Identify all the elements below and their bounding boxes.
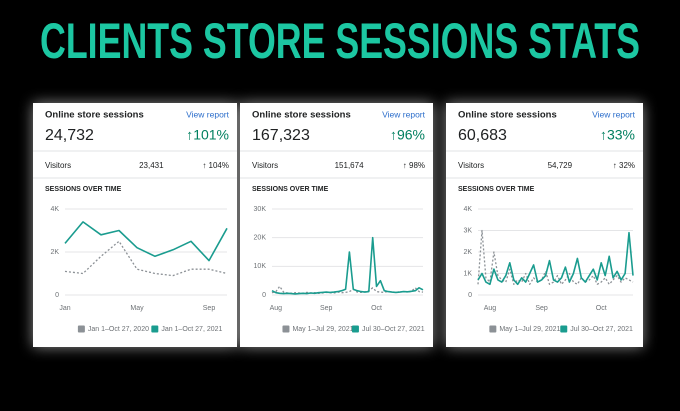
total-sessions: 167,323 xyxy=(252,127,310,144)
view-report-link[interactable]: View report xyxy=(592,109,635,119)
card xyxy=(240,103,433,347)
card xyxy=(446,103,643,347)
view-report-link[interactable]: View report xyxy=(186,109,229,119)
change: ↑33% xyxy=(600,127,635,143)
legend-label: Jul 30–Oct 27, 2021 xyxy=(570,326,633,333)
y-tick-label: 3K xyxy=(463,227,472,234)
legend-label: May 1–Jul 29, 2021 xyxy=(292,326,353,333)
series-line xyxy=(64,221,228,262)
y-tick-label: 0 xyxy=(468,292,472,299)
page-title: CLIENTS STORE SESSIONS STATS xyxy=(40,13,640,69)
legend-label: Jul 30–Oct 27, 2021 xyxy=(362,326,425,333)
legend-swatch xyxy=(77,325,85,333)
x-tick-label: Aug xyxy=(484,305,497,312)
visitors-value: 23,431 xyxy=(139,161,164,170)
x-tick-label: Sep xyxy=(535,305,548,312)
series-line xyxy=(64,240,228,277)
series-line xyxy=(271,236,424,295)
visitors-change: ↑ 98% xyxy=(403,161,425,170)
legend-swatch xyxy=(151,325,159,333)
legend-swatch xyxy=(351,325,359,333)
visitors-value: 151,674 xyxy=(335,161,364,170)
total-sessions: 24,732 xyxy=(45,127,94,144)
y-tick-label: 2K xyxy=(463,249,472,256)
legend-swatch xyxy=(489,325,497,333)
card-heading: Online store sessions xyxy=(458,110,557,121)
y-tick-label: 2K xyxy=(50,249,59,256)
series-line xyxy=(477,231,634,286)
change: ↑101% xyxy=(186,127,229,143)
chart-title: SESSIONS OVER TIME xyxy=(458,186,535,193)
visitors-label: Visitors xyxy=(458,161,484,170)
x-tick-label: Jan xyxy=(59,305,70,312)
x-tick-label: Oct xyxy=(371,305,382,312)
series-line xyxy=(477,229,634,285)
change: ↑96% xyxy=(390,127,425,143)
y-tick-label: 0 xyxy=(262,292,266,299)
legend-label: May 1–Jul 29, 2021 xyxy=(499,326,560,333)
visitors-change: ↑ 32% xyxy=(613,161,635,170)
y-tick-label: 30K xyxy=(254,206,267,213)
legend-swatch xyxy=(282,325,290,333)
legend-swatch xyxy=(560,325,568,333)
visitors-change: ↑ 104% xyxy=(202,161,229,170)
visitors-value: 54,729 xyxy=(548,161,573,170)
visitors-label: Visitors xyxy=(252,161,278,170)
legend-label: Jan 1–Oct 27, 2021 xyxy=(161,326,222,333)
legend-label: Jan 1–Oct 27, 2020 xyxy=(88,326,149,333)
card-heading: Online store sessions xyxy=(252,110,351,121)
x-tick-label: Sep xyxy=(203,305,216,312)
total-sessions: 60,683 xyxy=(458,127,507,144)
x-tick-label: Oct xyxy=(596,305,607,312)
x-tick-label: May xyxy=(130,305,144,312)
y-tick-label: 4K xyxy=(463,206,472,213)
y-tick-label: 0 xyxy=(55,292,59,299)
y-tick-label: 1K xyxy=(463,270,472,277)
chart-title: SESSIONS OVER TIME xyxy=(45,186,122,193)
y-tick-label: 20K xyxy=(254,235,267,242)
y-tick-label: 4K xyxy=(50,206,59,213)
chart-title: SESSIONS OVER TIME xyxy=(252,186,329,193)
visitors-label: Visitors xyxy=(45,161,71,170)
card-heading: Online store sessions xyxy=(45,110,144,121)
x-tick-label: Sep xyxy=(320,305,333,312)
y-tick-label: 10K xyxy=(254,263,267,270)
view-report-link[interactable]: View report xyxy=(382,109,425,119)
card xyxy=(33,103,237,347)
x-tick-label: Aug xyxy=(270,305,283,312)
